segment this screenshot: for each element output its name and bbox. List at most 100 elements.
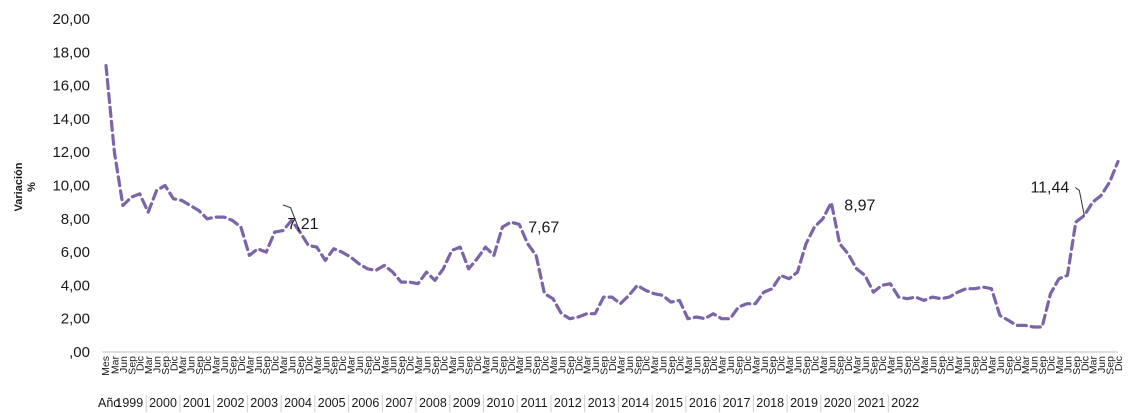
x-year-label: 2018	[756, 396, 784, 410]
x-tick-label: Jun	[556, 356, 568, 373]
x-tick-label: Dic	[607, 356, 619, 371]
x-tick-label: Dic	[978, 356, 990, 371]
x-year-label: 2002	[217, 396, 245, 410]
x-tick-label: Jun	[928, 356, 940, 373]
x-tick-label: Dic	[438, 356, 450, 371]
x-tick-label: Mar	[109, 356, 121, 375]
x-tick-label: Sep	[835, 356, 847, 375]
x-tick-label: Jun	[860, 356, 872, 373]
annotations-group: 7,21 7,67 8,97 11,44	[282, 180, 1085, 236]
y-tick-label: 6,00	[61, 244, 90, 261]
x-tick-label: Dic	[1012, 356, 1024, 371]
x-tick-label: Sep	[801, 356, 813, 375]
x-tick-label: Jun	[590, 356, 602, 373]
x-year-label: 2019	[790, 396, 818, 410]
x-tick-label: Dic	[270, 356, 282, 371]
x-year-label: 1999	[115, 396, 143, 410]
x-tick-label: Mar	[143, 356, 155, 375]
y-tick-label: 12,00	[52, 144, 90, 161]
x-tick-label: Mar	[278, 356, 290, 375]
x-tick-label: Dic	[675, 356, 687, 371]
x-tick-label: Dic	[337, 356, 349, 371]
annotation-label: 11,44	[1030, 180, 1069, 197]
x-tick-label: Mar	[683, 356, 695, 375]
x-tick-label: Sep	[126, 356, 138, 375]
y-tick-label: 16,00	[52, 78, 90, 95]
x-tick-label: Sep	[194, 356, 206, 375]
y-axis-label-line1: Variación	[13, 162, 25, 211]
x-year-label: 2001	[183, 396, 211, 410]
x-tick-label: Jun	[388, 356, 400, 373]
y-tick-label: 18,00	[52, 44, 90, 61]
x-year-label: 2007	[385, 396, 413, 410]
x-tick-label: Jun	[523, 356, 535, 373]
x-tick-label: Dic	[1113, 356, 1125, 371]
x-year-label: 2004	[284, 396, 312, 410]
x-year-label: 2003	[250, 396, 278, 410]
x-tick-label: Sep	[295, 356, 307, 375]
x-year-label: 2010	[486, 396, 514, 410]
annotation-leader	[1075, 187, 1085, 216]
x-tick-label: Sep	[902, 356, 914, 375]
x-tick-label: Jun	[354, 356, 366, 373]
x-tick-label: Mar	[312, 356, 324, 375]
y-tick-label: 8,00	[61, 211, 90, 228]
x-tick-label: Sep	[531, 356, 543, 375]
x-tick-label: Sep	[868, 356, 880, 375]
x-axis: MesAñoMarJunSepDicMarJunSepDicMarJunSepD…	[98, 351, 1125, 412]
x-tick-label: Mar	[346, 356, 358, 375]
x-tick-label: Mar	[582, 356, 594, 375]
x-tick-label: Mar	[987, 356, 999, 375]
x-year-label: 2015	[655, 396, 683, 410]
x-tick-label: Dic	[1079, 356, 1091, 371]
x-tick-label: Jun	[658, 356, 670, 373]
x-tick-label: Sep	[1003, 356, 1015, 375]
x-tick-label: Mar	[919, 356, 931, 375]
x-tick-label: Sep	[497, 356, 509, 375]
x-tick-label: Dic	[202, 356, 214, 371]
x-tick-label: Dic	[877, 356, 889, 371]
x-tick-label: Dic	[776, 356, 788, 371]
x-tick-label: Jun	[793, 356, 805, 373]
y-tick-label: 20,00	[52, 11, 90, 28]
x-tick-label: Dic	[944, 356, 956, 371]
series-line	[104, 63, 1120, 329]
x-tick-label: Dic	[742, 356, 754, 371]
x-tick-label: Sep	[599, 356, 611, 375]
x-year-label: 2021	[857, 396, 885, 410]
x-tick-label: Sep	[329, 356, 341, 375]
x-tick-label: Jun	[287, 356, 299, 373]
y-tick-label: 2,00	[61, 311, 90, 328]
x-tick-label: Jun	[185, 356, 197, 373]
x-year-label: 2020	[824, 396, 852, 410]
x-axis-label-row2: Año	[98, 396, 120, 410]
x-tick-label: Dic	[303, 356, 315, 371]
x-tick-label: Mar	[1088, 356, 1100, 375]
x-tick-label: Jun	[219, 356, 231, 373]
x-tick-label: Mar	[953, 356, 965, 375]
x-tick-label: Jun	[995, 356, 1007, 373]
x-tick-label: Sep	[1105, 356, 1117, 375]
x-tick-label: Mar	[413, 356, 425, 375]
x-tick-label: Mar	[717, 356, 729, 375]
x-tick-label: Jun	[1029, 356, 1041, 373]
x-tick-label: Sep	[632, 356, 644, 375]
x-year-label: 2008	[419, 396, 447, 410]
x-tick-label: Sep	[767, 356, 779, 375]
y-tick-label: 10,00	[52, 178, 90, 195]
x-tick-label: Sep	[734, 356, 746, 375]
x-tick-label: Jun	[894, 356, 906, 373]
y-axis-label: Variación %	[13, 162, 38, 211]
x-tick-label: Sep	[396, 356, 408, 375]
x-tick-label: Sep	[1071, 356, 1083, 375]
x-tick-label: Jun	[961, 356, 973, 373]
x-tick-label: Dic	[236, 356, 248, 371]
x-tick-label: Jun	[422, 356, 434, 373]
y-tick-label: 4,00	[61, 277, 90, 294]
y-axis-label-line2: %	[26, 182, 38, 192]
x-tick-label: Dic	[1046, 356, 1058, 371]
x-tick-label: Dic	[472, 356, 484, 371]
x-tick-label: Mar	[548, 356, 560, 375]
x-tick-label: Mar	[852, 356, 864, 375]
x-year-label: 2009	[453, 396, 481, 410]
